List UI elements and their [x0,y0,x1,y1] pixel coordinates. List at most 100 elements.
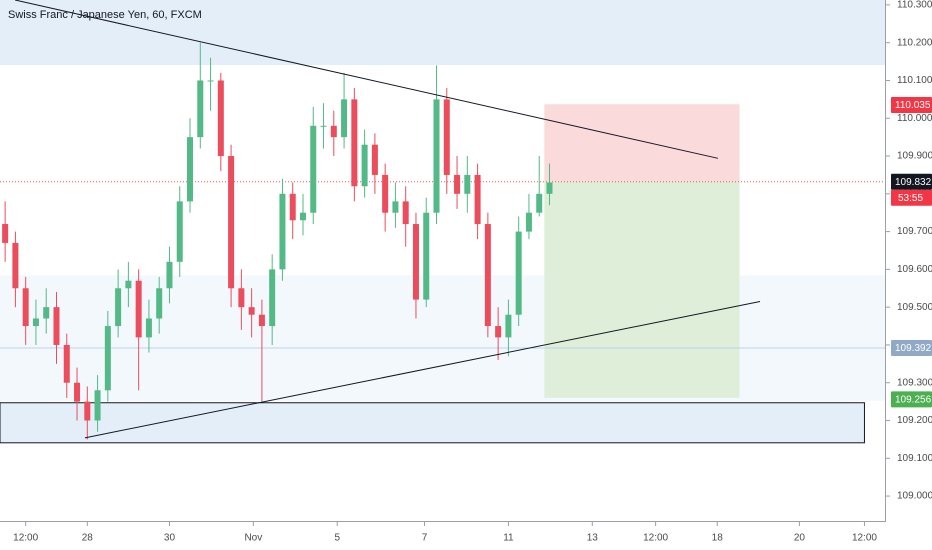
x-tick-label: 30 [164,533,176,544]
candle-body [228,156,235,289]
candle-body [166,261,173,289]
candle-body [361,144,368,187]
zone [0,275,885,401]
x-tick-label: 5 [334,533,340,544]
candle-body [258,314,265,327]
candle-body [299,212,306,221]
candle-body [74,382,81,402]
candle-body [330,125,337,138]
candle-body [289,193,296,221]
chart-title: Swiss Franc / Japanese Yen, 60, FXCM [8,9,202,21]
candle-body [125,280,132,289]
y-tick-label: 109.700 [897,226,932,237]
candle-body [310,125,317,213]
y-tick-label: 110.300 [897,0,932,11]
price-label-box [891,173,932,190]
y-axis-panel [886,0,932,521]
x-tick-label: 11 [503,533,514,544]
candle-body [351,99,358,187]
candle-body [525,212,532,232]
candle-body [187,137,194,202]
candle-body [197,80,204,138]
candle-body [53,307,60,345]
candle-body [443,99,450,175]
candle-body [63,344,70,383]
y-tick-label: 109.300 [897,377,932,388]
candle-body [402,201,409,225]
candle-body [546,182,553,194]
x-tick-label: 13 [587,533,599,544]
y-tick-label: 109.900 [897,151,932,162]
countdown-label: 53:55 [898,193,923,204]
trendline [14,0,719,159]
x-tick-label: 20 [794,533,806,544]
candle-body [207,80,214,82]
candle-body [505,314,512,338]
candle-body [32,318,39,327]
zone [544,181,740,398]
candle-body [43,307,50,319]
x-tick-label: 7 [422,533,428,544]
candle-body [22,288,29,327]
candle-body [217,80,224,157]
candle-body [433,99,440,213]
candle-body [145,318,152,338]
price-label: 110.035 [895,100,931,111]
candle-body [135,280,142,338]
price-label: 109.256 [895,394,932,405]
y-tick-label: 109.200 [897,415,932,426]
zone [544,104,740,182]
candle-body [474,174,481,225]
candle-body [12,242,19,289]
price-label-box [891,339,932,356]
candle-body [115,288,122,327]
x-tick-label: Nov [244,533,262,544]
countdown-box [891,189,932,206]
candle-body [320,125,327,127]
y-tick-label: 110.100 [897,75,932,86]
y-tick-label: 110.200 [897,37,932,48]
price-label-box [891,391,932,408]
candle-body [515,231,522,315]
y-tick-label: 109.000 [897,491,932,502]
x-axis-panel [0,522,932,550]
candle-body [495,326,502,338]
candle-body [536,193,543,213]
x-tick-label: 12:00 [13,533,38,544]
price-label: 109.832 [895,177,932,188]
candle-body [371,144,378,175]
y-tick-label: 109.600 [897,264,932,275]
candle-body [412,224,419,300]
candle-body [382,174,389,213]
candle-body [104,326,111,391]
y-tick-label: 109.100 [897,453,932,464]
price-label: 109.392 [895,343,932,354]
y-tick-label: 109.500 [897,302,932,313]
zone [0,402,865,444]
candle-body [423,212,430,300]
x-tick-label: 12:00 [852,533,877,544]
trendline [84,301,761,439]
y-tick-label: 110.000 [897,113,932,124]
x-tick-label: 18 [712,533,724,544]
candle-body [484,224,491,327]
zone [0,0,885,65]
candle-body [2,224,9,243]
candle-body [392,201,399,213]
x-tick-label: 28 [82,533,94,544]
candle-body [269,269,276,327]
x-tick-label: 12:00 [643,533,668,544]
candle-body [94,390,101,421]
candle-body [84,401,91,421]
candle-body [238,288,245,308]
candle-body [156,288,163,319]
candle-body [248,307,255,315]
candle-body [454,174,461,194]
candle-body [176,201,183,262]
candle-body [279,193,286,270]
price-label-box [891,97,932,114]
candle-body [464,174,471,194]
